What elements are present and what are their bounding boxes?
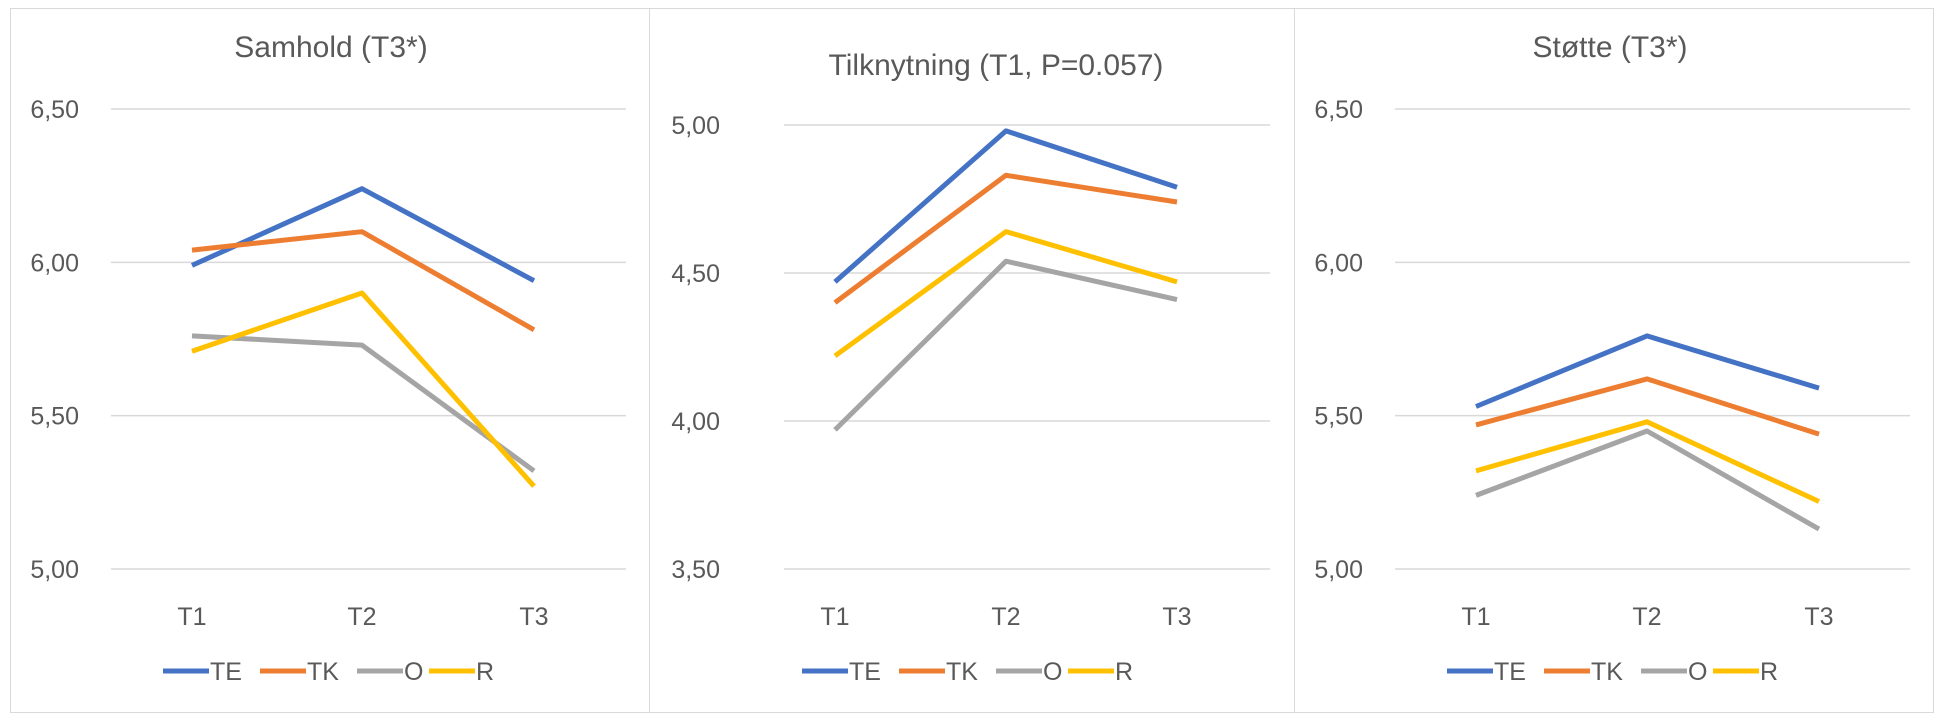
x-tick-label: T2 bbox=[347, 603, 376, 631]
y-tick-label: 5,50 bbox=[30, 403, 79, 431]
x-tick-label: T3 bbox=[1804, 603, 1833, 631]
legend-label: O bbox=[404, 658, 423, 686]
series-line-te bbox=[833, 128, 1178, 284]
series-line-tk bbox=[191, 229, 536, 332]
legend-label: R bbox=[1115, 658, 1133, 686]
chart-panel-tilknytning: Tilknytning (T1, P=0.057) 3,50 4,00 4,50 5,… bbox=[649, 8, 1295, 713]
series-line-o bbox=[191, 333, 536, 473]
legend-label: O bbox=[1043, 658, 1062, 686]
series-line-r bbox=[191, 290, 536, 488]
y-tick-label: 6,00 bbox=[1314, 249, 1363, 277]
series-line-r bbox=[1475, 419, 1821, 504]
series-line-tk bbox=[1475, 376, 1820, 437]
x-tick-label: T2 bbox=[991, 603, 1020, 631]
legend-label: O bbox=[1688, 658, 1707, 686]
x-tick-label: T1 bbox=[820, 603, 849, 631]
legend-label: TK bbox=[307, 658, 339, 686]
legend-label: TK bbox=[946, 658, 978, 686]
x-tick-label: T3 bbox=[1162, 603, 1191, 631]
series-line-te bbox=[190, 186, 536, 283]
y-tick-label: 3,50 bbox=[671, 556, 720, 584]
series-line-o bbox=[833, 258, 1178, 432]
chart-title: Samhold (T3*) bbox=[234, 31, 427, 64]
series-line-o bbox=[1475, 428, 1821, 532]
y-tick-label: 6,00 bbox=[30, 249, 79, 277]
series-line-tk bbox=[833, 172, 1178, 305]
line-chart-samhold: Samhold (T3*) 5,00 5,50 6,00 6,50 T1 T2 T3 TE TK… bbox=[30, 31, 626, 686]
y-tick-label: 6,50 bbox=[30, 96, 79, 124]
y-tick-label: 4,00 bbox=[671, 408, 720, 436]
line-chart-tilknytning: Tilknytning (T1, P=0.057) 3,50 4,00 4,50 5,… bbox=[671, 49, 1270, 686]
x-tick-label: T3 bbox=[519, 603, 548, 631]
y-tick-label: 6,50 bbox=[1314, 96, 1363, 124]
series-line-te bbox=[1475, 333, 1820, 409]
chart-panel-stotte: Støtte (T3*) 5,00 5,50 6,00 6,50 T1 T2 T3 TE TK O… bbox=[1294, 8, 1934, 713]
legend-label: TE bbox=[1494, 658, 1526, 686]
chart-title: Støtte (T3*) bbox=[1532, 31, 1687, 64]
chart-panel-samhold: Samhold (T3*) 5,00 5,50 6,00 6,50 T1 T2 T3 TE TK… bbox=[10, 8, 650, 713]
line-chart-stotte: Støtte (T3*) 5,00 5,50 6,00 6,50 T1 T2 T3 TE TK O… bbox=[1314, 31, 1910, 686]
legend-label: TK bbox=[1591, 658, 1623, 686]
legend-label: R bbox=[1760, 658, 1778, 686]
y-tick-label: 4,50 bbox=[671, 260, 720, 288]
legend-label: R bbox=[476, 658, 494, 686]
x-tick-label: T2 bbox=[1632, 603, 1661, 631]
y-tick-label: 5,50 bbox=[1314, 403, 1363, 431]
chart-title: Tilknytning (T1, P=0.057) bbox=[829, 49, 1164, 82]
series-line-r bbox=[833, 229, 1178, 358]
y-tick-label: 5,00 bbox=[30, 556, 79, 584]
y-tick-label: 5,00 bbox=[1314, 556, 1363, 584]
legend-label: TE bbox=[210, 658, 242, 686]
legend-label: TE bbox=[849, 658, 881, 686]
x-tick-label: T1 bbox=[1461, 603, 1490, 631]
y-tick-label: 5,00 bbox=[671, 112, 720, 140]
x-tick-label: T1 bbox=[177, 603, 206, 631]
